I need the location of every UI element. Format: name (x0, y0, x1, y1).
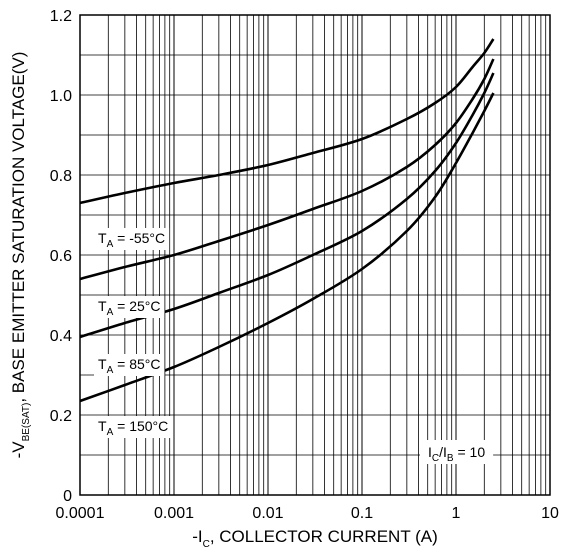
grid (80, 15, 550, 495)
series-label-1: TA = -55°C (98, 230, 165, 250)
x-tick-label: 1 (452, 505, 461, 522)
series-line-1 (79, 38, 495, 205)
series-label-2: TA = 25°C (98, 298, 160, 318)
x-tick-label: 10 (541, 505, 559, 522)
series-label-bg (94, 228, 170, 250)
y-tick-label: 0.4 (50, 328, 72, 345)
x-tick-label: 0.001 (154, 505, 194, 522)
y-tick-label: 0.6 (50, 248, 72, 265)
series-layer (79, 38, 495, 403)
series-label-3: TA = 85°C (98, 356, 160, 376)
series-label-bg (94, 354, 165, 376)
series-label-bg (94, 416, 173, 438)
ratio-annotation: IC/IB = 10 (420, 440, 494, 464)
y-axis-title: -VBE(SAT), BASE EMITTER SATURATION VOLTA… (9, 52, 32, 459)
series-line-4 (79, 92, 495, 403)
series-label-bg (94, 296, 165, 318)
y-tick-label: 0 (63, 488, 72, 505)
y-tick-label: 1.0 (50, 88, 72, 105)
x-tick-label: 0.0001 (56, 505, 105, 522)
plot-frame (79, 14, 551, 496)
x-axis-title: -IC, COLLECTOR CURRENT (A) (192, 527, 438, 549)
y-tick-label: 0.2 (50, 408, 72, 425)
y-tick-label: 1.2 (50, 8, 72, 25)
series-label-4: TA = 150°C (98, 418, 168, 438)
series-line-3 (79, 72, 495, 339)
tick-labels: 0.0001 0.001 0.01 0.1 1 10 0 0.2 0.4 0.6 0.8 1.0 1.2 (50, 8, 559, 522)
x-tick-label: 0.1 (351, 505, 373, 522)
series-line-2 (79, 58, 495, 281)
x-tick-label: 0.01 (252, 505, 283, 522)
y-tick-label: 0.8 (50, 168, 72, 185)
ratio-annotation-text: IC/IB = 10 (428, 444, 485, 464)
series-labels: TA = -55°C TA = 25°C TA = 85°C TA = 150°C (94, 228, 173, 438)
